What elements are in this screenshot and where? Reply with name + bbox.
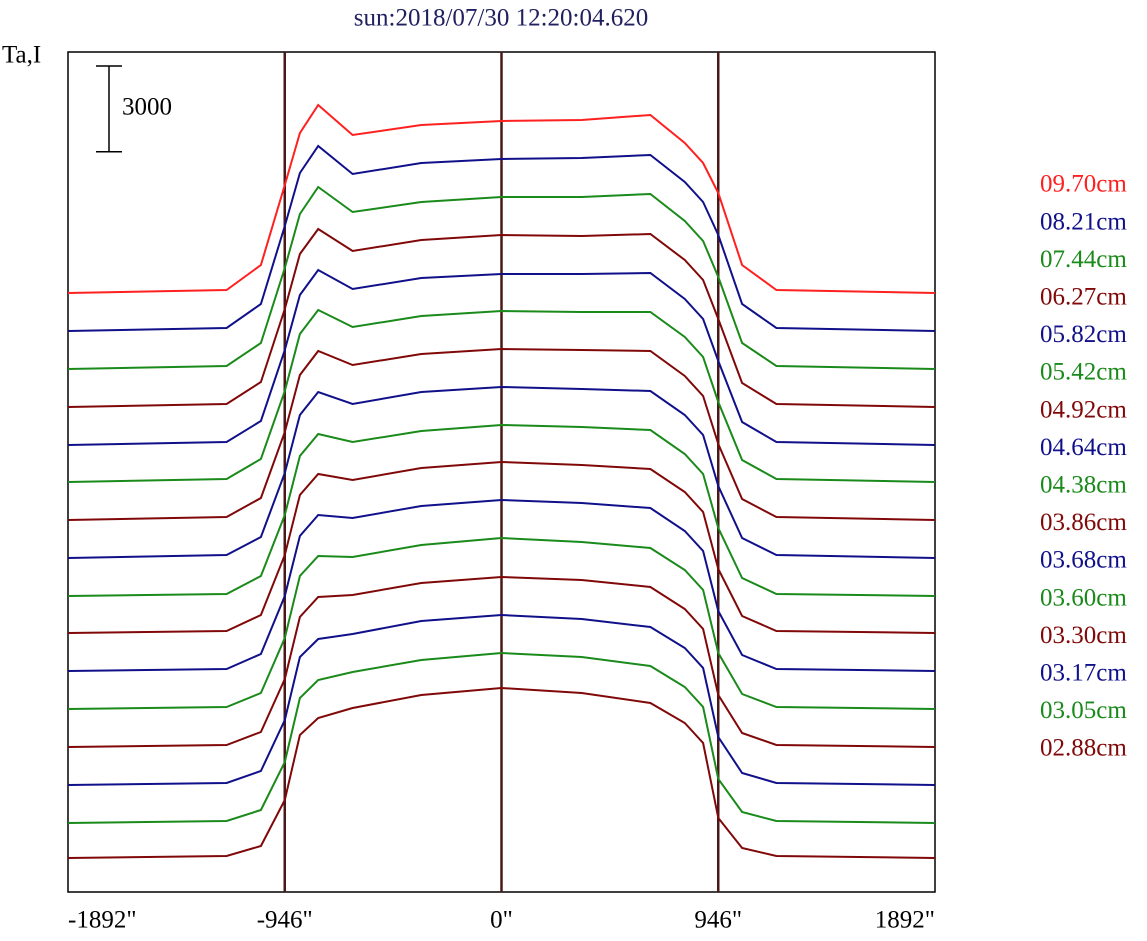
legend-label: 03.30cm xyxy=(1040,622,1127,649)
legend-label: 09.70cm xyxy=(1040,171,1127,198)
legend-label: 03.17cm xyxy=(1040,660,1127,687)
series-line xyxy=(67,347,936,521)
x-tick-label: 1892" xyxy=(875,907,935,934)
legend-label: 03.05cm xyxy=(1040,697,1127,724)
series-line xyxy=(67,423,936,597)
chart-title: sun:2018/07/30 12:20:04.620 xyxy=(354,5,648,32)
legend-label: 04.64cm xyxy=(1040,434,1127,461)
y-axis-label: Ta,I xyxy=(2,42,41,69)
series-line xyxy=(67,651,936,824)
series-line xyxy=(67,460,936,634)
series-line xyxy=(67,185,936,370)
legend-label: 05.42cm xyxy=(1040,359,1127,386)
legend-label: 08.21cm xyxy=(1040,208,1127,235)
x-tick-label: -1892" xyxy=(68,907,137,934)
series-line xyxy=(67,575,936,748)
scale-bar-label: 3000 xyxy=(122,94,172,121)
series-line xyxy=(67,144,936,332)
series-line xyxy=(67,686,936,859)
series-line xyxy=(67,385,936,559)
series-line xyxy=(67,227,936,408)
series-line xyxy=(67,308,936,483)
series-line xyxy=(67,613,936,786)
legend-label: 07.44cm xyxy=(1040,246,1127,273)
series-line xyxy=(67,536,936,710)
legend-label: 06.27cm xyxy=(1040,284,1127,311)
x-tick-label: 0" xyxy=(490,907,513,934)
x-tick-label: 946" xyxy=(694,907,742,934)
legend-label: 04.38cm xyxy=(1040,472,1127,499)
x-tick-label: -946" xyxy=(257,907,313,934)
legend-label: 02.88cm xyxy=(1040,735,1127,762)
legend-label: 05.82cm xyxy=(1040,321,1127,348)
series-line xyxy=(67,103,936,294)
series-line xyxy=(67,268,936,446)
legend-label: 03.60cm xyxy=(1040,584,1127,611)
series-line xyxy=(67,498,936,672)
legend-label: 03.68cm xyxy=(1040,547,1127,574)
legend-label: 04.92cm xyxy=(1040,396,1127,423)
legend-label: 03.86cm xyxy=(1040,509,1127,536)
